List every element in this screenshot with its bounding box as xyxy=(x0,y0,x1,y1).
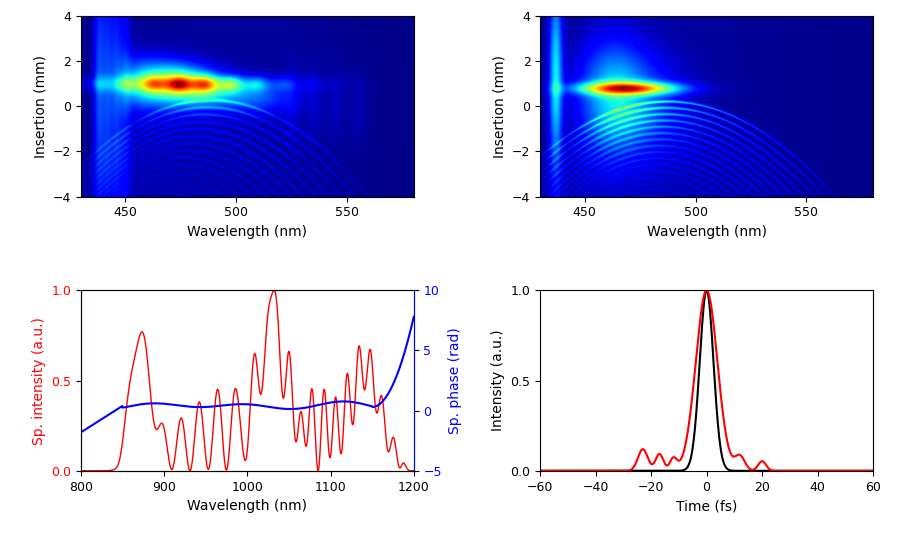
Y-axis label: Insertion (mm): Insertion (mm) xyxy=(492,55,507,158)
X-axis label: Wavelength (nm): Wavelength (nm) xyxy=(187,225,308,239)
Y-axis label: Insertion (mm): Insertion (mm) xyxy=(33,55,48,158)
Y-axis label: Sp. intensity (a.u.): Sp. intensity (a.u.) xyxy=(32,317,46,445)
X-axis label: Time (fs): Time (fs) xyxy=(676,499,737,513)
X-axis label: Wavelength (nm): Wavelength (nm) xyxy=(646,225,767,239)
X-axis label: Wavelength (nm): Wavelength (nm) xyxy=(187,499,308,513)
Y-axis label: Sp. phase (rad): Sp. phase (rad) xyxy=(447,327,462,434)
Y-axis label: Intensity (a.u.): Intensity (a.u.) xyxy=(491,330,505,431)
